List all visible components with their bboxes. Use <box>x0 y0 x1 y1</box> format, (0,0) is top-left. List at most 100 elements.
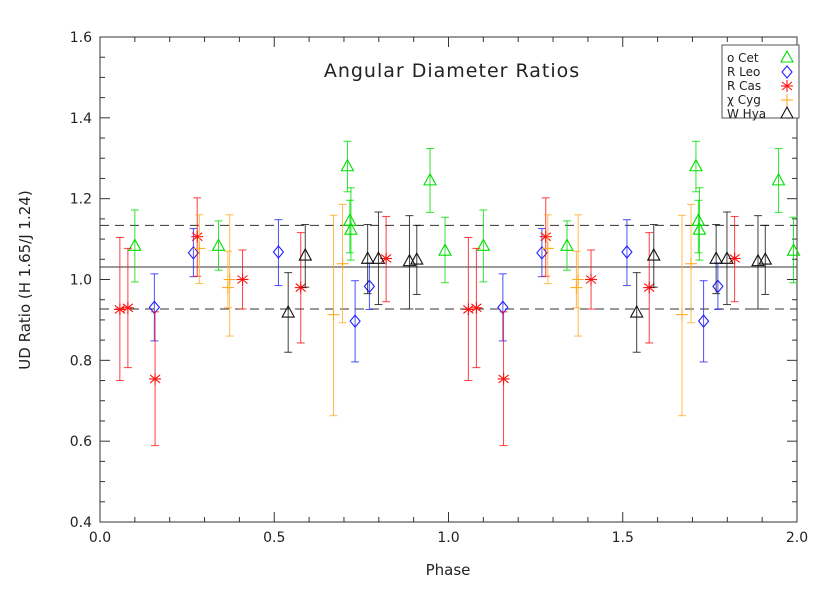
diamond-marker <box>187 245 200 260</box>
legend-label: R Leo <box>727 65 760 79</box>
marker <box>675 308 688 321</box>
marker <box>476 238 491 251</box>
marker <box>629 304 644 318</box>
triangle-marker <box>786 243 801 256</box>
triangle-marker <box>127 238 142 251</box>
marker <box>340 158 355 172</box>
x-tick-label: 0.0 <box>89 530 111 546</box>
legend-box <box>721 44 800 119</box>
triangle-marker <box>758 251 773 265</box>
data-point <box>689 140 703 193</box>
data-point <box>476 209 491 283</box>
data-point <box>336 203 349 324</box>
marker <box>221 281 234 294</box>
data-point <box>691 199 706 254</box>
chart-title: Angular Diameter Ratios <box>324 60 580 82</box>
marker <box>771 172 786 186</box>
data-point <box>127 209 142 283</box>
data-point <box>193 214 206 285</box>
series-3 <box>193 203 698 417</box>
data-point <box>342 199 357 254</box>
marker <box>712 279 724 294</box>
y-tick-label: 0.8 <box>70 353 92 369</box>
y-tick-label: 1.0 <box>70 273 92 289</box>
legend-label: W Hya <box>727 107 766 121</box>
data-point <box>360 224 375 295</box>
marker <box>497 300 509 315</box>
marker <box>786 243 801 256</box>
data-point <box>786 216 801 284</box>
data-point <box>709 224 724 295</box>
marker <box>298 247 313 261</box>
marker <box>709 251 724 264</box>
marker <box>223 273 236 286</box>
data-point <box>281 272 296 353</box>
marker <box>121 301 134 314</box>
data-point <box>685 203 698 324</box>
diamond-marker <box>148 300 161 315</box>
marker <box>758 251 773 265</box>
marker <box>470 301 483 314</box>
series-2 <box>113 197 741 447</box>
diamond-marker <box>497 300 509 315</box>
data-point <box>149 311 162 447</box>
data-point <box>211 220 226 271</box>
data-point <box>223 214 236 337</box>
y-tick-label: 1.2 <box>70 192 92 208</box>
triangle-marker <box>476 238 491 251</box>
marker <box>187 245 200 260</box>
marker <box>149 372 162 385</box>
triangle-marker <box>771 172 786 186</box>
marker <box>211 238 226 251</box>
marker <box>360 251 375 264</box>
data-point <box>720 211 734 306</box>
triangle-marker <box>360 251 375 264</box>
legend-marker <box>781 80 793 92</box>
data-point <box>728 215 741 303</box>
marker <box>343 222 358 235</box>
marker <box>438 243 452 256</box>
legend-marker <box>780 105 794 119</box>
triangle-marker <box>692 222 707 235</box>
y-tick-label: 0.6 <box>70 434 92 450</box>
marker <box>685 257 698 270</box>
marker <box>570 281 583 294</box>
marker <box>193 242 206 255</box>
triangle-marker <box>646 247 661 261</box>
triangle-marker <box>689 158 703 172</box>
y-tick-label: 1.4 <box>70 111 92 127</box>
legend-label: χ Cyg <box>727 93 761 107</box>
data-point <box>423 148 437 213</box>
plot-area: 0.0 0.5 1.0 1.5 2.0 0.4 0.6 0.8 1.0 1.2 1.4 1.6 <box>70 30 808 546</box>
marker <box>127 238 142 251</box>
data-point <box>585 249 598 310</box>
triangle-marker <box>709 251 724 264</box>
data-point <box>298 224 313 288</box>
diamond-marker <box>349 314 361 328</box>
x-axis-label: Phase <box>426 561 471 579</box>
data-point <box>629 272 644 353</box>
marker <box>697 314 710 328</box>
diamond-marker <box>712 279 724 294</box>
marker <box>336 257 349 270</box>
diamond-marker <box>697 314 710 328</box>
data-point <box>236 249 249 310</box>
diamond-marker <box>621 245 633 259</box>
data-point <box>363 262 376 310</box>
triangle-marker <box>409 251 424 265</box>
triangle-marker <box>720 251 734 264</box>
data-point <box>572 214 585 337</box>
diamond-marker <box>781 65 793 79</box>
marker <box>349 314 361 328</box>
data-point <box>646 224 661 288</box>
data-point <box>497 311 510 447</box>
triangle-marker <box>343 222 358 235</box>
data-point <box>121 247 134 369</box>
data-point <box>462 236 475 382</box>
legend-marker <box>780 49 794 63</box>
diamond-marker <box>536 245 548 260</box>
series-4 <box>281 211 773 353</box>
marker <box>423 172 437 186</box>
